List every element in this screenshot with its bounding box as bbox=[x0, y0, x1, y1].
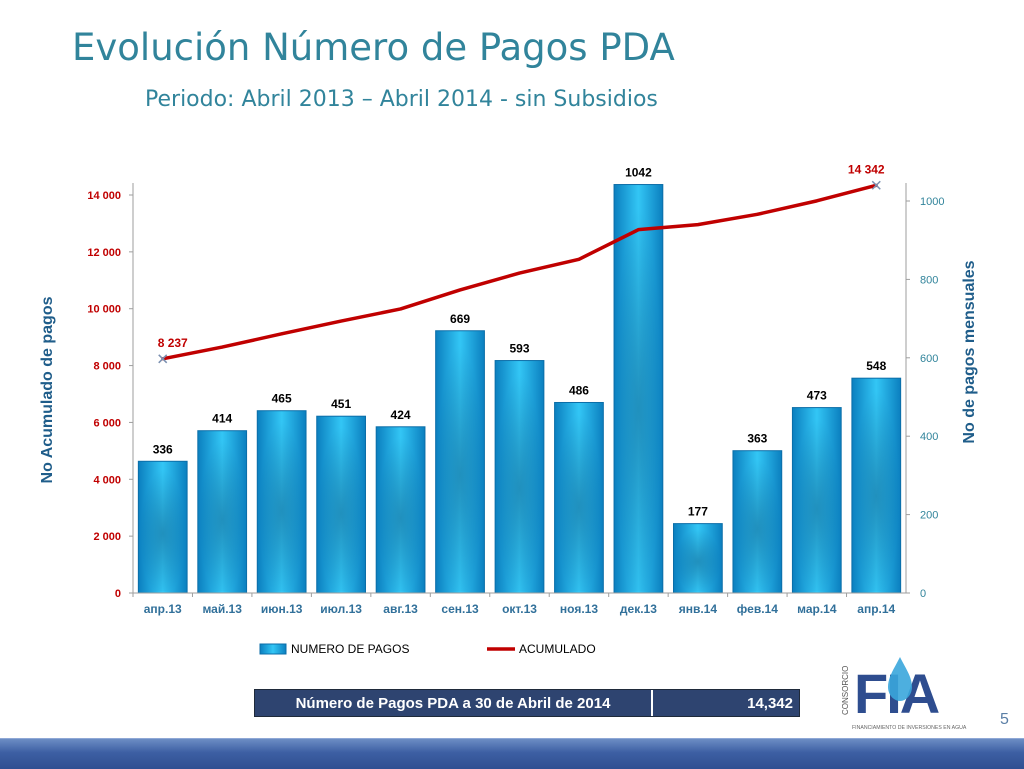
y-axis-title-right: No de pagos mensuales bbox=[961, 260, 978, 443]
bar-group bbox=[673, 523, 723, 594]
bar-shade bbox=[556, 404, 602, 591]
bar-shade bbox=[853, 380, 899, 591]
y-tick-label-left: 6 000 bbox=[93, 417, 121, 429]
bar-shade bbox=[140, 463, 186, 591]
bar-group bbox=[256, 410, 307, 594]
bar-shade bbox=[794, 409, 840, 591]
x-tick-label: апр.13 bbox=[144, 602, 182, 616]
bar-group bbox=[316, 415, 366, 594]
fia-logo: CONSORCIO FIA FINANCIAMIENTO DE INVERSIO… bbox=[841, 657, 967, 731]
y-tick-label-left: 8 000 bbox=[93, 361, 121, 373]
x-tick-label: ноя.13 bbox=[560, 602, 598, 616]
bar-shade bbox=[616, 186, 661, 591]
bar-shade bbox=[259, 412, 305, 591]
bar-shade bbox=[318, 418, 364, 591]
line-marker bbox=[158, 354, 168, 364]
acumulado-point bbox=[280, 332, 284, 336]
bar-group bbox=[554, 401, 604, 594]
summary-table: Número de Pagos PDA a 30 de Abril de 201… bbox=[254, 689, 800, 717]
x-tick-label: мар.14 bbox=[797, 602, 837, 616]
x-tick-label: янв.14 bbox=[679, 602, 718, 616]
slide-title: Evolución Número de Pagos PDA bbox=[72, 26, 675, 69]
y-tick-label-right: 1000 bbox=[920, 196, 944, 208]
summary-value: 14,342 bbox=[653, 690, 799, 716]
y-tick-label-right: 0 bbox=[920, 588, 926, 600]
x-tick-label: сен.13 bbox=[441, 602, 479, 616]
x-tick-label: апр.14 bbox=[857, 602, 895, 616]
slide-subtitle: Periodo: Abril 2013 – Abril 2014 - sin S… bbox=[145, 87, 658, 112]
bar-value-label: 414 bbox=[212, 412, 232, 426]
y-tick-label-left: 10 000 bbox=[87, 304, 121, 316]
y-tick-label-left: 14 000 bbox=[87, 190, 121, 202]
bar-value-label: 363 bbox=[747, 432, 767, 446]
page-number: 5 bbox=[1000, 711, 1009, 728]
acumulado-point bbox=[696, 223, 700, 227]
y-axis-title-left: No Acumulado de pagos bbox=[39, 296, 56, 483]
acumulado-point bbox=[458, 288, 462, 292]
x-tick-label: авг.13 bbox=[383, 602, 418, 616]
bar-value-label: 548 bbox=[866, 359, 886, 373]
bar-shade bbox=[497, 362, 542, 591]
legend-label-line: ACUMULADO bbox=[519, 642, 596, 656]
bar-group bbox=[613, 184, 664, 594]
bar-shade bbox=[734, 452, 780, 591]
footer-bar bbox=[0, 738, 1024, 769]
water-drop-icon bbox=[888, 657, 912, 701]
y-tick-label-left: 4 000 bbox=[93, 474, 121, 486]
line-marker bbox=[871, 180, 881, 190]
summary-label: Número de Pagos PDA a 30 de Abril de 201… bbox=[255, 690, 653, 716]
y-tick-label-right: 200 bbox=[920, 510, 938, 522]
bar-shade bbox=[675, 525, 721, 591]
bar-group bbox=[197, 430, 248, 594]
x-tick-label: фев.14 bbox=[737, 602, 778, 616]
legend-swatch-bars bbox=[259, 643, 287, 655]
line-value-label: 8 237 bbox=[158, 336, 188, 350]
acumulado-point bbox=[220, 345, 224, 349]
y-tick-label-right: 800 bbox=[920, 274, 938, 286]
y-tick-label-left: 0 bbox=[115, 588, 121, 600]
bar-group bbox=[732, 450, 783, 594]
bar-shade bbox=[437, 332, 483, 591]
bar-shade bbox=[378, 428, 423, 591]
bar-value-label: 451 bbox=[331, 397, 351, 411]
legend-label-bars: NUMERO DE PAGOS bbox=[291, 642, 409, 656]
y-tick-label-right: 400 bbox=[920, 431, 938, 443]
acumulado-point bbox=[755, 212, 759, 216]
bar-value-label: 465 bbox=[272, 392, 292, 406]
bar-group bbox=[375, 426, 426, 594]
bar-value-label: 593 bbox=[509, 342, 529, 356]
acumulado-point bbox=[518, 271, 521, 275]
acumulado-point bbox=[577, 257, 581, 261]
bar-value-label: 473 bbox=[807, 389, 827, 403]
bar-value-label: 424 bbox=[391, 408, 411, 422]
bar-shade bbox=[199, 432, 245, 591]
bar-group bbox=[791, 407, 842, 594]
combo-chart: 0 2 000 4 000 6 000 8 000 10 000 12 000 14 000 0… bbox=[39, 162, 978, 656]
line-value-label: 14 342 bbox=[848, 162, 885, 176]
x-tick-label: окт.13 bbox=[502, 602, 537, 616]
bar-group bbox=[851, 377, 902, 594]
logo-side-text: CONSORCIO bbox=[841, 666, 850, 715]
bar-value-label: 1042 bbox=[625, 166, 652, 180]
y-tick-label-left: 2 000 bbox=[93, 531, 121, 543]
bar-value-label: 177 bbox=[688, 505, 708, 519]
x-tick-label: май.13 bbox=[202, 602, 242, 616]
x-tick-label: дек.13 bbox=[620, 602, 657, 616]
y-tick-label-left: 12 000 bbox=[87, 247, 121, 259]
bar-value-label: 486 bbox=[569, 383, 589, 397]
bar-value-label: 336 bbox=[153, 442, 173, 456]
acumulado-point bbox=[399, 307, 403, 311]
bar-value-label: 669 bbox=[450, 312, 470, 326]
acumulado-point bbox=[636, 228, 640, 232]
logo-caption: FINANCIAMIENTO DE INVERSIONES EN AGUA bbox=[852, 725, 967, 731]
x-tick-label: июн.13 bbox=[261, 602, 303, 616]
x-tick-label: июл.13 bbox=[320, 602, 362, 616]
acumulado-point bbox=[339, 319, 343, 323]
y-tick-label-right: 600 bbox=[920, 353, 938, 365]
bar-group bbox=[494, 360, 545, 594]
bar-group bbox=[435, 330, 485, 594]
acumulado-point bbox=[815, 199, 819, 203]
bar-group bbox=[137, 460, 188, 594]
